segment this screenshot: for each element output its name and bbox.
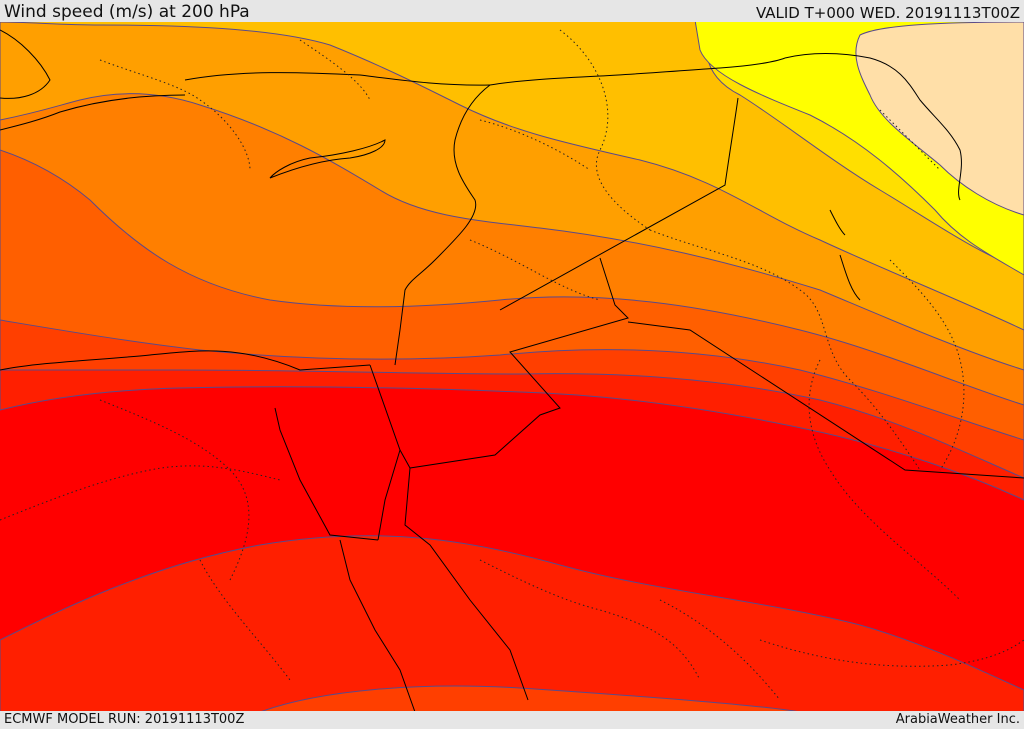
band-9-south [0, 535, 1024, 712]
model-run-label: ECMWF MODEL RUN: 20191113T00Z [4, 712, 245, 727]
header-bar: Wind speed (m/s) at 200 hPa VALID T+000 … [0, 0, 1024, 22]
band-1 [855, 21, 1024, 216]
map-title: Wind speed (m/s) at 200 hPa [4, 2, 250, 22]
valid-time: VALID T+000 WED. 20191113T00Z [755, 4, 1020, 22]
wind-speed-map[interactable] [0, 20, 1024, 712]
band-8-south [259, 685, 801, 712]
provider-label: ArabiaWeather Inc. [895, 712, 1020, 727]
footer-bar: ECMWF MODEL RUN: 20191113T00Z ArabiaWeat… [0, 711, 1024, 729]
country-borders [0, 29, 1024, 712]
admin-boundaries [0, 29, 1024, 701]
